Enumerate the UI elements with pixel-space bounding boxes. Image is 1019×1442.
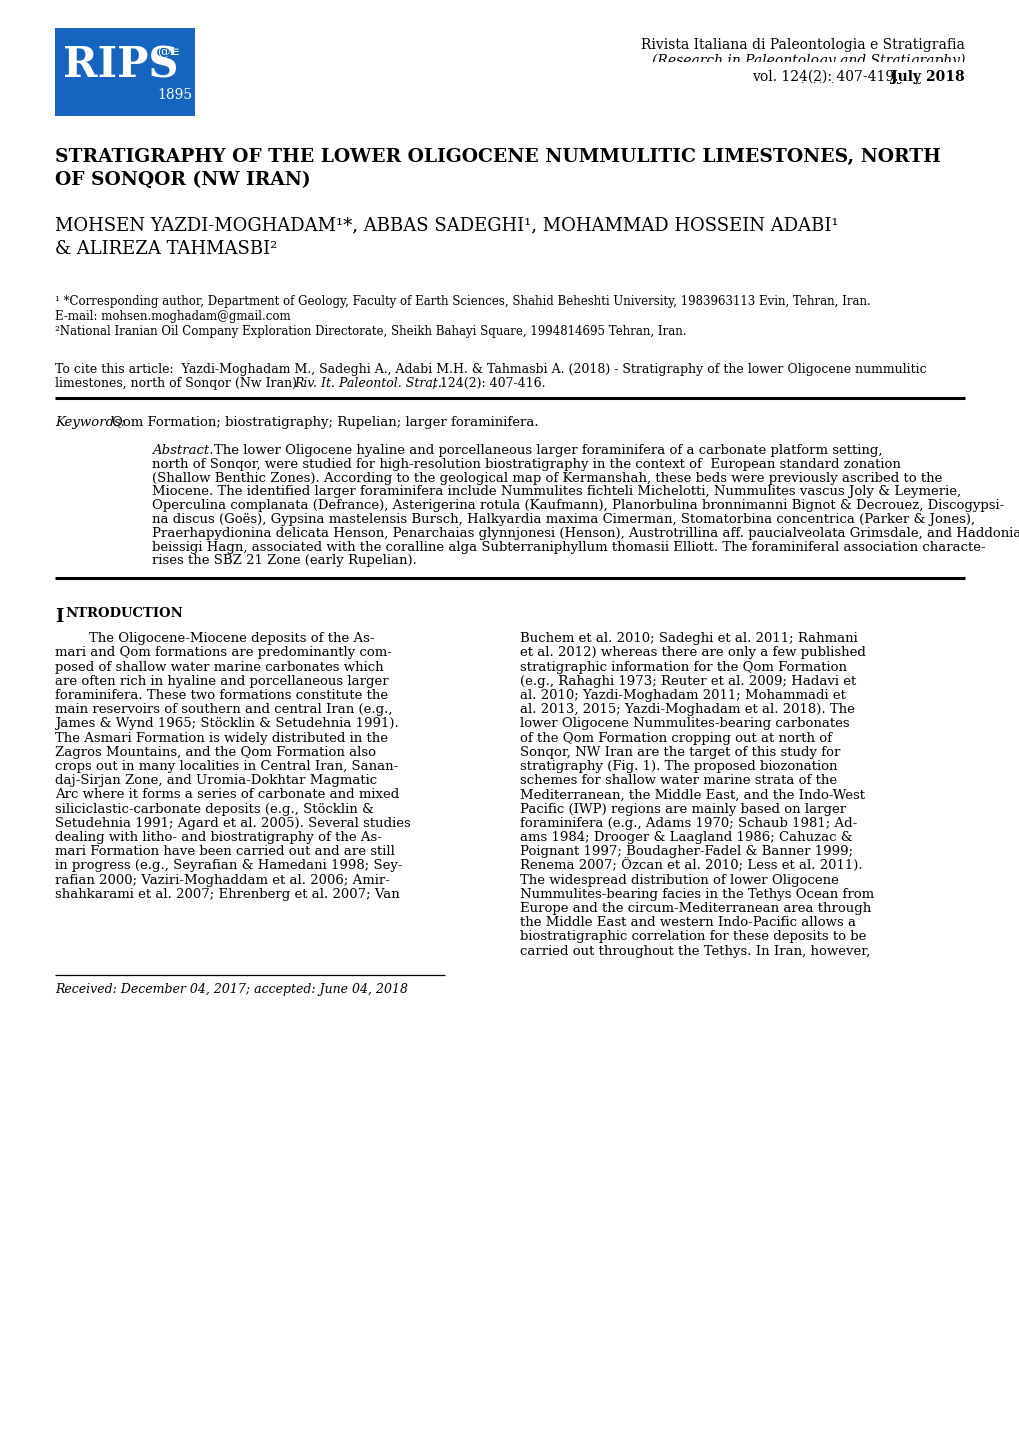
Text: James & Wynd 1965; Stöcklin & Setudehnia 1991).: James & Wynd 1965; Stöcklin & Setudehnia…	[55, 718, 398, 731]
Text: Setudehnia 1991; Agard et al. 2005). Several studies: Setudehnia 1991; Agard et al. 2005). Sev…	[55, 816, 411, 829]
Text: @≡: @≡	[157, 46, 179, 59]
Text: foraminifera (e.g., Adams 1970; Schaub 1981; Ad-: foraminifera (e.g., Adams 1970; Schaub 1…	[520, 816, 856, 829]
Text: RIPS: RIPS	[63, 45, 178, 87]
Text: dealing with litho- and biostratigraphy of the As-: dealing with litho- and biostratigraphy …	[55, 831, 381, 844]
Text: al. 2013, 2015; Yazdi-Moghadam et al. 2018). The: al. 2013, 2015; Yazdi-Moghadam et al. 20…	[520, 704, 854, 717]
Text: To cite this article:  Yazdi-Moghadam M., Sadeghi A., Adabi M.H. & Tahmasbi A. (: To cite this article: Yazdi-Moghadam M.,…	[55, 363, 925, 376]
Text: biostratigraphic correlation for these deposits to be: biostratigraphic correlation for these d…	[520, 930, 865, 943]
Text: Mediterranean, the Middle East, and the Indo-West: Mediterranean, the Middle East, and the …	[520, 789, 864, 802]
Text: Riv. It. Paleontol. Strat.: Riv. It. Paleontol. Strat.	[293, 376, 441, 389]
Text: Buchem et al. 2010; Sadeghi et al. 2011; Rahmani: Buchem et al. 2010; Sadeghi et al. 2011;…	[520, 632, 857, 645]
Text: Europe and the circum-Mediterranean area through: Europe and the circum-Mediterranean area…	[520, 903, 870, 916]
Text: NTRODUCTION: NTRODUCTION	[65, 607, 182, 620]
Text: limestones, north of Sonqor (Nw Iran): limestones, north of Sonqor (Nw Iran)	[55, 376, 301, 389]
Text: Nummulites-bearing facies in the Tethys Ocean from: Nummulites-bearing facies in the Tethys …	[520, 888, 873, 901]
Text: vol. 124(2): 407-419.  July 2018: vol. 124(2): 407-419. July 2018	[743, 71, 964, 85]
Text: Sonqor, NW Iran are the target of this study for: Sonqor, NW Iran are the target of this s…	[520, 746, 840, 758]
Text: main reservoirs of southern and central Iran (e.g.,: main reservoirs of southern and central …	[55, 704, 392, 717]
Text: are often rich in hyaline and porcellaneous larger: are often rich in hyaline and porcellane…	[55, 675, 388, 688]
Text: Rivista Italiana di Paleontologia e Stratigrafia: Rivista Italiana di Paleontologia e Stra…	[641, 37, 964, 52]
Text: al. 2010; Yazdi-Moghadam 2011; Mohammadi et: al. 2010; Yazdi-Moghadam 2011; Mohammadi…	[520, 689, 845, 702]
Text: vol. 124(2): 407-419.: vol. 124(2): 407-419.	[751, 71, 906, 84]
Text: Praerhapydionina delicata Henson, Penarchaias glynnjonesi (Henson), Austrotrilli: Praerhapydionina delicata Henson, Penarc…	[152, 526, 1019, 539]
Text: The widespread distribution of lower Oligocene: The widespread distribution of lower Oli…	[520, 874, 838, 887]
Text: ¹ *Corresponding author, Department of Geology, Faculty of Earth Sciences, Shahi: ¹ *Corresponding author, Department of G…	[55, 296, 870, 309]
Text: OF SONQOR (NW IRAN): OF SONQOR (NW IRAN)	[55, 172, 311, 189]
Text: Received: December 04, 2017; accepted: June 04, 2018: Received: December 04, 2017; accepted: J…	[55, 983, 408, 996]
Text: MOHSEN YAZDI-MOGHADAM¹*, ABBAS SADEGHI¹, MOHAMMAD HOSSEIN ADABI¹: MOHSEN YAZDI-MOGHADAM¹*, ABBAS SADEGHI¹,…	[55, 216, 838, 234]
Text: ams 1984; Drooger & Laagland 1986; Cahuzac &: ams 1984; Drooger & Laagland 1986; Cahuz…	[520, 831, 852, 844]
Text: the Middle East and western Indo-Pacific allows a: the Middle East and western Indo-Pacific…	[520, 916, 855, 929]
Text: of the Qom Formation cropping out at north of: of the Qom Formation cropping out at nor…	[520, 731, 832, 744]
Text: posed of shallow water marine carbonates which: posed of shallow water marine carbonates…	[55, 660, 383, 673]
Text: na discus (Goës), Gypsina mastelensis Bursch, Halkyardia maxima Cimerman, Stomat: na discus (Goës), Gypsina mastelensis Bu…	[152, 513, 974, 526]
Text: & ALIREZA TAHMASBI²: & ALIREZA TAHMASBI²	[55, 239, 277, 258]
Text: ²National Iranian Oil Company Exploration Directorate, Sheikh Bahayi Square, 199: ²National Iranian Oil Company Exploratio…	[55, 324, 686, 337]
Text: rafian 2000; Vaziri-Moghaddam et al. 2006; Amir-: rafian 2000; Vaziri-Moghaddam et al. 200…	[55, 874, 389, 887]
Text: , 124(2): 407-416.: , 124(2): 407-416.	[432, 376, 545, 389]
Bar	[399, 62, 999, 82]
Text: Renema 2007; Özcan et al. 2010; Less et al. 2011).: Renema 2007; Özcan et al. 2010; Less et …	[520, 859, 862, 874]
Text: vol. 124(2): 407-419.: vol. 124(2): 407-419.	[760, 71, 906, 84]
Text: (e.g., Rahaghi 1973; Reuter et al. 2009; Hadavi et: (e.g., Rahaghi 1973; Reuter et al. 2009;…	[520, 675, 855, 688]
Text: lower Oligocene Nummulites-bearing carbonates: lower Oligocene Nummulites-bearing carbo…	[520, 718, 849, 731]
Text: The lower Oligocene hyaline and porcellaneous larger foraminifera of a carbonate: The lower Oligocene hyaline and porcella…	[214, 444, 881, 457]
Text: schemes for shallow water marine strata of the: schemes for shallow water marine strata …	[520, 774, 837, 787]
Text: (Shallow Benthic Zones). According to the geological map of Kermanshah, these be: (Shallow Benthic Zones). According to th…	[152, 472, 942, 485]
Text: Pacific (IWP) regions are mainly based on larger: Pacific (IWP) regions are mainly based o…	[520, 803, 846, 816]
Text: mari and Qom formations are predominantly com-: mari and Qom formations are predominantl…	[55, 646, 391, 659]
Text: stratigraphic information for the Qom Formation: stratigraphic information for the Qom Fo…	[520, 660, 846, 673]
Text: July 2018: July 2018	[891, 71, 964, 84]
Text: The Oligocene-Miocene deposits of the As-: The Oligocene-Miocene deposits of the As…	[55, 632, 374, 645]
Text: I: I	[55, 609, 63, 626]
Text: mari Formation have been carried out and are still: mari Formation have been carried out and…	[55, 845, 394, 858]
Text: shahkarami et al. 2007; Ehrenberg et al. 2007; Van: shahkarami et al. 2007; Ehrenberg et al.…	[55, 888, 399, 901]
Text: siliciclastic-carbonate deposits (e.g., Stöcklin &: siliciclastic-carbonate deposits (e.g., …	[55, 803, 374, 816]
Text: Arc where it forms a series of carbonate and mixed: Arc where it forms a series of carbonate…	[55, 789, 398, 802]
Text: Keywords:: Keywords:	[55, 415, 129, 430]
Text: daj-Sirjan Zone, and Uromia-Dokhtar Magmatic: daj-Sirjan Zone, and Uromia-Dokhtar Magm…	[55, 774, 377, 787]
Text: crops out in many localities in Central Iran, Sanan-: crops out in many localities in Central …	[55, 760, 397, 773]
Text: STRATIGRAPHY OF THE LOWER OLIGOCENE NUMMULITIC LIMESTONES, NORTH: STRATIGRAPHY OF THE LOWER OLIGOCENE NUMM…	[55, 149, 940, 166]
Text: et al. 2012) whereas there are only a few published: et al. 2012) whereas there are only a fe…	[520, 646, 865, 659]
Text: rises the SBZ 21 Zone (early Rupelian).: rises the SBZ 21 Zone (early Rupelian).	[152, 554, 417, 567]
Text: north of Sonqor, were studied for high-resolution biostratigraphy in the context: north of Sonqor, were studied for high-r…	[152, 457, 900, 470]
Text: stratigraphy (Fig. 1). The proposed biozonation: stratigraphy (Fig. 1). The proposed bioz…	[520, 760, 837, 773]
Bar	[55, 27, 195, 115]
Text: (Research in Paleontology and Stratigraphy): (Research in Paleontology and Stratigrap…	[651, 53, 964, 68]
Text: Poignant 1997; Boudagher-Fadel & Banner 1999;: Poignant 1997; Boudagher-Fadel & Banner …	[520, 845, 852, 858]
Text: The Asmari Formation is widely distributed in the: The Asmari Formation is widely distribut…	[55, 731, 387, 744]
Text: foraminifera. These two formations constitute the: foraminifera. These two formations const…	[55, 689, 388, 702]
Text: Zagros Mountains, and the Qom Formation also: Zagros Mountains, and the Qom Formation …	[55, 746, 376, 758]
Text: 1895: 1895	[157, 88, 192, 102]
Text: E-mail: mohsen.moghadam@gmail.com: E-mail: mohsen.moghadam@gmail.com	[55, 310, 290, 323]
Text: July 2018: July 2018	[891, 71, 964, 84]
Text: carried out throughout the Tethys. In Iran, however,: carried out throughout the Tethys. In Ir…	[520, 945, 869, 957]
Text: Abstract.: Abstract.	[152, 444, 213, 457]
Text: Miocene. The identified larger foraminifera include Nummulites fichteli Michelot: Miocene. The identified larger foraminif…	[152, 486, 960, 499]
Text: Operculina complanata (Defrance), Asterigerina rotula (Kaufmann), Planorbulina b: Operculina complanata (Defrance), Asteri…	[152, 499, 1004, 512]
Text: beissigi Hagn, associated with the coralline alga Subterraniphyllum thomasii Ell: beissigi Hagn, associated with the coral…	[152, 541, 984, 554]
Text: in progress (e.g., Seyrafian & Hamedani 1998; Sey-: in progress (e.g., Seyrafian & Hamedani …	[55, 859, 403, 872]
Text: Qom Formation; biostratigraphy; Rupelian; larger foraminifera.: Qom Formation; biostratigraphy; Rupelian…	[112, 415, 538, 430]
